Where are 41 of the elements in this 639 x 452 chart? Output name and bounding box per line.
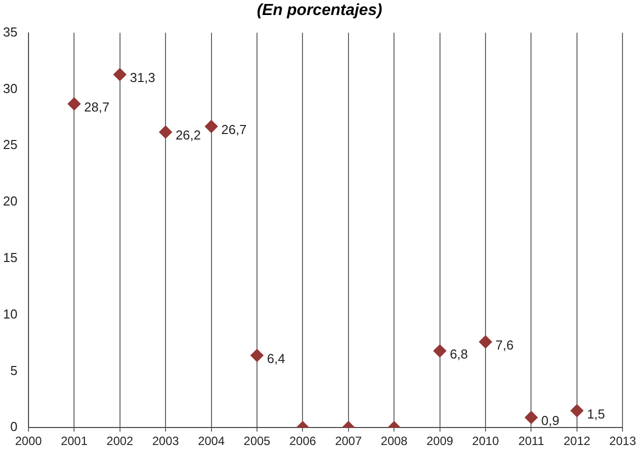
point — [68, 97, 81, 110]
point — [570, 404, 584, 418]
data-label: 6,4 — [266, 350, 286, 366]
data-label: 1,5 — [586, 406, 606, 422]
y-tick-label: 15 — [2, 250, 18, 265]
point — [250, 348, 264, 362]
data-label: 26,2 — [176, 128, 201, 143]
x-tick-label: 2013 — [609, 434, 636, 448]
x-tick-label: 2008 — [380, 434, 408, 448]
x-tick-label: 2012 — [564, 434, 591, 448]
y-tick-label: 20 — [2, 194, 18, 209]
point — [113, 68, 126, 82]
data-label: 26,7 — [221, 122, 247, 137]
y-tick-label: 5 — [10, 362, 18, 378]
x-tick-label: 2007 — [335, 434, 362, 448]
x-tick-label: 2011 — [518, 434, 544, 448]
x-tick-label: 2009 — [426, 434, 454, 448]
point — [433, 344, 446, 358]
data-label: 31,3 — [130, 70, 156, 86]
point — [159, 126, 172, 139]
x-tick-label: 2001 — [60, 434, 88, 448]
y-tick-label: 0 — [10, 419, 18, 434]
y-tick-label: 10 — [2, 306, 18, 322]
x-tick-label: 2010 — [472, 434, 500, 448]
y-tick-label: 35 — [2, 24, 18, 40]
point — [479, 335, 492, 348]
data-label: 28,7 — [84, 99, 110, 114]
y-tick-label: 25 — [2, 137, 18, 152]
x-tick-label: 2003 — [152, 434, 180, 448]
x-tick-label: 2000 — [15, 434, 42, 448]
chart-title: (En porcentajes) — [256, 1, 384, 21]
point — [204, 120, 218, 133]
point — [524, 410, 538, 424]
data-label: 0,9 — [541, 413, 560, 428]
x-tick-label: 2004 — [198, 434, 225, 448]
y-tick-label: 30 — [2, 80, 18, 96]
x-tick-label: 2006 — [289, 434, 316, 448]
x-tick-label: 2005 — [244, 434, 271, 448]
data-label: 7,6 — [496, 337, 514, 352]
x-tick-label: 2002 — [106, 434, 134, 448]
data-label: 6,8 — [450, 346, 468, 362]
